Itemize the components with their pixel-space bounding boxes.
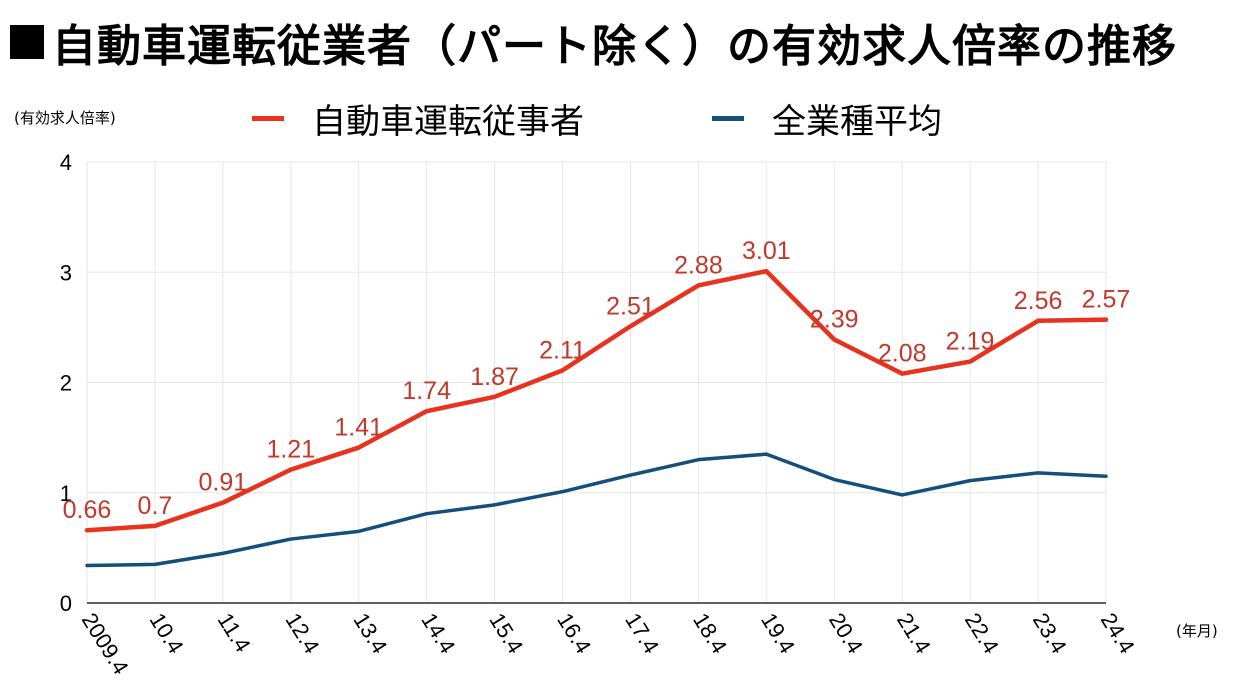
x-tick-label: 19.4 bbox=[756, 608, 800, 658]
legend-item-avg: 全業種平均 bbox=[712, 96, 942, 142]
y-tick-label: 0 bbox=[60, 591, 72, 616]
y-tick-label: 2 bbox=[60, 371, 72, 396]
data-label-auto: 2.08 bbox=[878, 340, 927, 368]
data-label-auto: 2.19 bbox=[946, 328, 995, 356]
y-tick-label: 4 bbox=[60, 150, 72, 175]
x-tick-label: 17.4 bbox=[620, 608, 664, 658]
x-tick-label: 21.4 bbox=[892, 608, 936, 658]
chart-heading: 自動車運転従業者（パート除く）の有効求人倍率の推移 bbox=[10, 0, 1177, 84]
x-tick-label: 15.4 bbox=[484, 608, 528, 658]
x-tick-label: 16.4 bbox=[552, 608, 596, 658]
x-tick-label: 20.4 bbox=[824, 608, 868, 658]
data-label-auto: 2.39 bbox=[810, 306, 859, 334]
x-tick-label: 2009.4 bbox=[77, 608, 134, 678]
chart-title: 自動車運転従業者（パート除く）の有効求人倍率の推移 bbox=[52, 21, 1177, 72]
data-label-auto: 1.87 bbox=[470, 363, 519, 391]
x-tick-label: 11.4 bbox=[213, 608, 256, 656]
data-label-auto: 2.11 bbox=[539, 336, 586, 364]
data-label-auto: 0.66 bbox=[63, 496, 112, 524]
data-label-auto: 1.74 bbox=[402, 377, 451, 405]
y-tick-label: 1 bbox=[60, 481, 72, 506]
data-label-auto: 0.7 bbox=[138, 492, 173, 520]
data-label-auto: 2.88 bbox=[674, 251, 723, 279]
data-label-auto: 3.01 bbox=[742, 237, 791, 265]
x-tick-label: 14.4 bbox=[416, 608, 460, 658]
y-tick-label: 3 bbox=[60, 260, 72, 285]
x-tick-label: 18.4 bbox=[688, 608, 732, 658]
data-label-auto: 0.91 bbox=[199, 469, 248, 497]
legend-swatch-avg bbox=[712, 115, 744, 121]
legend-swatch-auto bbox=[252, 115, 284, 121]
legend-label-auto: 自動車運転従事者 bbox=[312, 101, 584, 142]
legend-label-avg: 全業種平均 bbox=[772, 101, 942, 142]
y-axis-label: (有効求人倍率) bbox=[14, 109, 116, 127]
x-axis-label: (年月) bbox=[1176, 622, 1218, 640]
heading-square-icon bbox=[10, 25, 44, 59]
data-label-auto: 1.21 bbox=[266, 436, 315, 464]
x-tick-label: 22.4 bbox=[960, 608, 1004, 658]
x-tick-label: 13.4 bbox=[348, 608, 392, 658]
series-line-avg bbox=[85, 452, 1108, 568]
x-tick-label: 24.4 bbox=[1096, 608, 1140, 658]
legend-item-auto: 自動車運転従事者 bbox=[252, 96, 584, 142]
x-tick-label: 23.4 bbox=[1028, 608, 1072, 658]
data-label-auto: 2.56 bbox=[1014, 287, 1063, 315]
series-line-auto bbox=[84, 268, 1109, 533]
data-label-auto: 2.51 bbox=[606, 292, 655, 320]
x-tick-label: 12.4 bbox=[281, 608, 325, 658]
data-label-auto: 2.57 bbox=[1082, 286, 1131, 314]
data-label-auto: 1.41 bbox=[334, 414, 383, 442]
x-tick-label: 10.4 bbox=[145, 608, 189, 658]
